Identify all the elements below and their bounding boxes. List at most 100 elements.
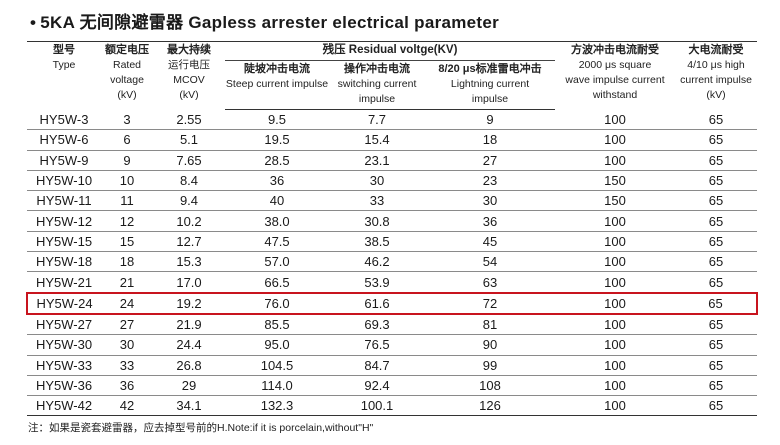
cell-high-current: 65 [675, 150, 758, 171]
table-row: HY5W-11 11 9.4 40 33 30 150 65 [27, 190, 758, 212]
cell-high-current: 65 [675, 334, 758, 356]
cell-steep-residual: 36 [225, 170, 329, 192]
cell-switching-residual: 61.6 [329, 291, 425, 315]
cell-high-current: 65 [675, 210, 758, 232]
cell-square-wave: 100 [555, 129, 676, 151]
cell-lightning-residual: 90 [425, 334, 556, 356]
cell-mcov: 5.1 [153, 129, 225, 151]
cell-switching-residual: 30 [329, 170, 425, 192]
cell-mcov: 2.55 [153, 109, 225, 131]
cell-mcov: 21.9 [153, 313, 225, 336]
cell-mcov: 9.4 [153, 190, 225, 212]
table-row: HY5W-33 33 26.8 104.5 84.7 99 100 65 [27, 355, 758, 376]
cell-switching-residual: 38.5 [329, 231, 425, 253]
header-steep-current: 陡坡冲击电流 Steep current impulse [225, 60, 329, 110]
cell-model: HY5W-36 [27, 375, 101, 397]
cell-mcov: 34.1 [153, 395, 225, 417]
cell-model: HY5W-12 [27, 210, 101, 232]
table-row: HY5W-9 9 7.65 28.5 23.1 27 100 65 [27, 150, 758, 171]
cell-model: HY5W-33 [27, 355, 101, 376]
cell-square-wave: 100 [555, 375, 676, 397]
cell-rated-voltage: 42 [101, 395, 153, 417]
cell-high-current: 65 [675, 355, 758, 376]
cell-high-current: 65 [675, 251, 758, 273]
cell-lightning-residual: 45 [425, 231, 556, 253]
cell-model: HY5W-42 [27, 395, 101, 417]
cell-steep-residual: 104.5 [225, 355, 329, 376]
cell-model: HY5W-3 [27, 109, 101, 131]
cell-switching-residual: 46.2 [329, 251, 425, 273]
cell-high-current: 65 [675, 231, 758, 253]
cell-mcov: 26.8 [153, 355, 225, 376]
cell-switching-residual: 33 [329, 190, 425, 212]
cell-switching-residual: 15.4 [329, 129, 425, 151]
cell-steep-residual: 114.0 [225, 375, 329, 397]
cell-lightning-residual: 9 [425, 109, 556, 131]
cell-lightning-residual: 99 [425, 355, 556, 376]
cell-steep-residual: 9.5 [225, 109, 329, 131]
cell-square-wave: 100 [555, 395, 676, 417]
cell-switching-residual: 23.1 [329, 150, 425, 171]
cell-model: HY5W-21 [27, 271, 101, 294]
cell-square-wave: 100 [555, 231, 676, 253]
cell-rated-voltage: 12 [101, 210, 153, 232]
cell-mcov: 8.4 [153, 170, 225, 192]
cell-rated-voltage: 36 [101, 375, 153, 397]
table-row: HY5W-21 21 17.0 66.5 53.9 63 100 65 [27, 271, 758, 294]
cell-mcov: 24.4 [153, 334, 225, 356]
cell-steep-residual: 38.0 [225, 210, 329, 232]
cell-steep-residual: 132.3 [225, 395, 329, 417]
cell-high-current: 65 [675, 313, 758, 336]
cell-square-wave: 100 [555, 109, 676, 131]
table-row-highlighted: HY5W-24 24 19.2 76.0 61.6 72 100 65 [26, 291, 759, 315]
cell-rated-voltage: 24 [101, 291, 153, 315]
title-text: 5KA 无间隙避雷器 Gapless arrester electrical p… [40, 13, 500, 32]
cell-switching-residual: 76.5 [329, 334, 425, 356]
table-row: HY5W-15 15 12.7 47.5 38.5 45 100 65 [27, 231, 758, 253]
cell-model: HY5W-30 [27, 334, 101, 356]
cell-rated-voltage: 15 [101, 231, 153, 253]
cell-model: HY5W-11 [27, 190, 101, 212]
cell-high-current: 65 [675, 129, 758, 151]
table-row: HY5W-10 10 8.4 36 30 23 150 65 [27, 170, 758, 192]
cell-rated-voltage: 30 [101, 334, 153, 356]
table-body: HY5W-3 3 2.55 9.5 7.7 9 100 65 HY5W-6 6 5.1 19.5 15.… [26, 109, 759, 417]
parameter-table: 型号 Type 额定电压 Rated voltage (kV) 最大持续 运行电… [26, 41, 759, 417]
header-square-wave: 方波冲击电流耐受 2000 μs square wave impulse cur… [555, 41, 676, 110]
cell-square-wave: 100 [555, 291, 676, 315]
page-title: • 5KA 无间隙避雷器 Gapless arrester electrical … [30, 8, 499, 33]
table-row: HY5W-6 6 5.1 19.5 15.4 18 100 65 [27, 129, 758, 151]
cell-rated-voltage: 11 [101, 190, 153, 212]
cell-steep-residual: 95.0 [225, 334, 329, 356]
cell-switching-residual: 69.3 [329, 313, 425, 336]
cell-model: HY5W-9 [27, 150, 101, 171]
table-row: HY5W-36 36 29 114.0 92.4 108 100 65 [27, 375, 758, 397]
cell-lightning-residual: 36 [425, 210, 556, 232]
table-row: HY5W-42 42 34.1 132.3 100.1 126 100 65 [27, 395, 758, 417]
cell-square-wave: 100 [555, 150, 676, 171]
cell-mcov: 12.7 [153, 231, 225, 253]
cell-lightning-residual: 63 [425, 271, 556, 294]
cell-square-wave: 100 [555, 251, 676, 273]
cell-switching-residual: 92.4 [329, 375, 425, 397]
cell-square-wave: 100 [555, 355, 676, 376]
cell-square-wave: 100 [555, 271, 676, 294]
cell-high-current: 65 [675, 395, 758, 417]
header-high-current: 大电流耐受 4/10 μs high current impulse (kV) [675, 41, 758, 110]
cell-high-current: 65 [675, 271, 758, 294]
cell-model: HY5W-18 [27, 251, 101, 273]
cell-high-current: 65 [675, 190, 758, 212]
cell-switching-residual: 100.1 [329, 395, 425, 417]
cell-steep-residual: 40 [225, 190, 329, 212]
cell-model: HY5W-10 [27, 170, 101, 192]
title-bullet: • [30, 13, 37, 32]
cell-rated-voltage: 33 [101, 355, 153, 376]
cell-switching-residual: 84.7 [329, 355, 425, 376]
cell-high-current: 65 [675, 109, 758, 131]
table-row: HY5W-3 3 2.55 9.5 7.7 9 100 65 [27, 109, 758, 131]
cell-model: HY5W-24 [26, 291, 101, 315]
cell-rated-voltage: 18 [101, 251, 153, 273]
cell-switching-residual: 30.8 [329, 210, 425, 232]
header-switching-current: 操作冲击电流 switching current impulse [329, 60, 425, 110]
cell-lightning-residual: 54 [425, 251, 556, 273]
